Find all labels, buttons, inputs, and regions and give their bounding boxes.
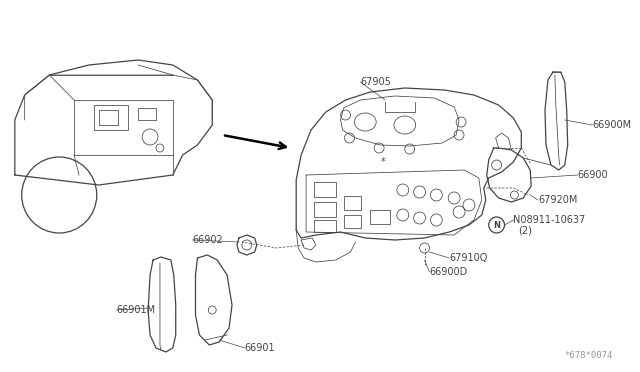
Bar [94, 105, 129, 130]
Text: 66900D: 66900D [429, 267, 468, 277]
Text: 66901M: 66901M [116, 305, 156, 315]
Bar [138, 108, 156, 120]
Text: 66900M: 66900M [593, 120, 632, 130]
Text: N08911-10637: N08911-10637 [513, 215, 586, 225]
Text: (2): (2) [518, 225, 532, 235]
Bar [370, 210, 390, 224]
Text: 66901: 66901 [245, 343, 275, 353]
Bar [314, 220, 336, 232]
Bar [314, 202, 336, 217]
Bar [344, 215, 362, 228]
Bar [344, 196, 362, 210]
Text: N: N [493, 221, 500, 230]
Text: 67905: 67905 [360, 77, 391, 87]
Text: 66902: 66902 [193, 235, 223, 245]
Text: 66900: 66900 [577, 170, 608, 180]
Text: *: * [381, 157, 385, 167]
Bar [314, 182, 336, 197]
Text: 67920M: 67920M [538, 195, 577, 205]
Bar [99, 110, 118, 125]
Text: *678*0074: *678*0074 [564, 351, 612, 360]
Text: 67910Q: 67910Q [449, 253, 488, 263]
